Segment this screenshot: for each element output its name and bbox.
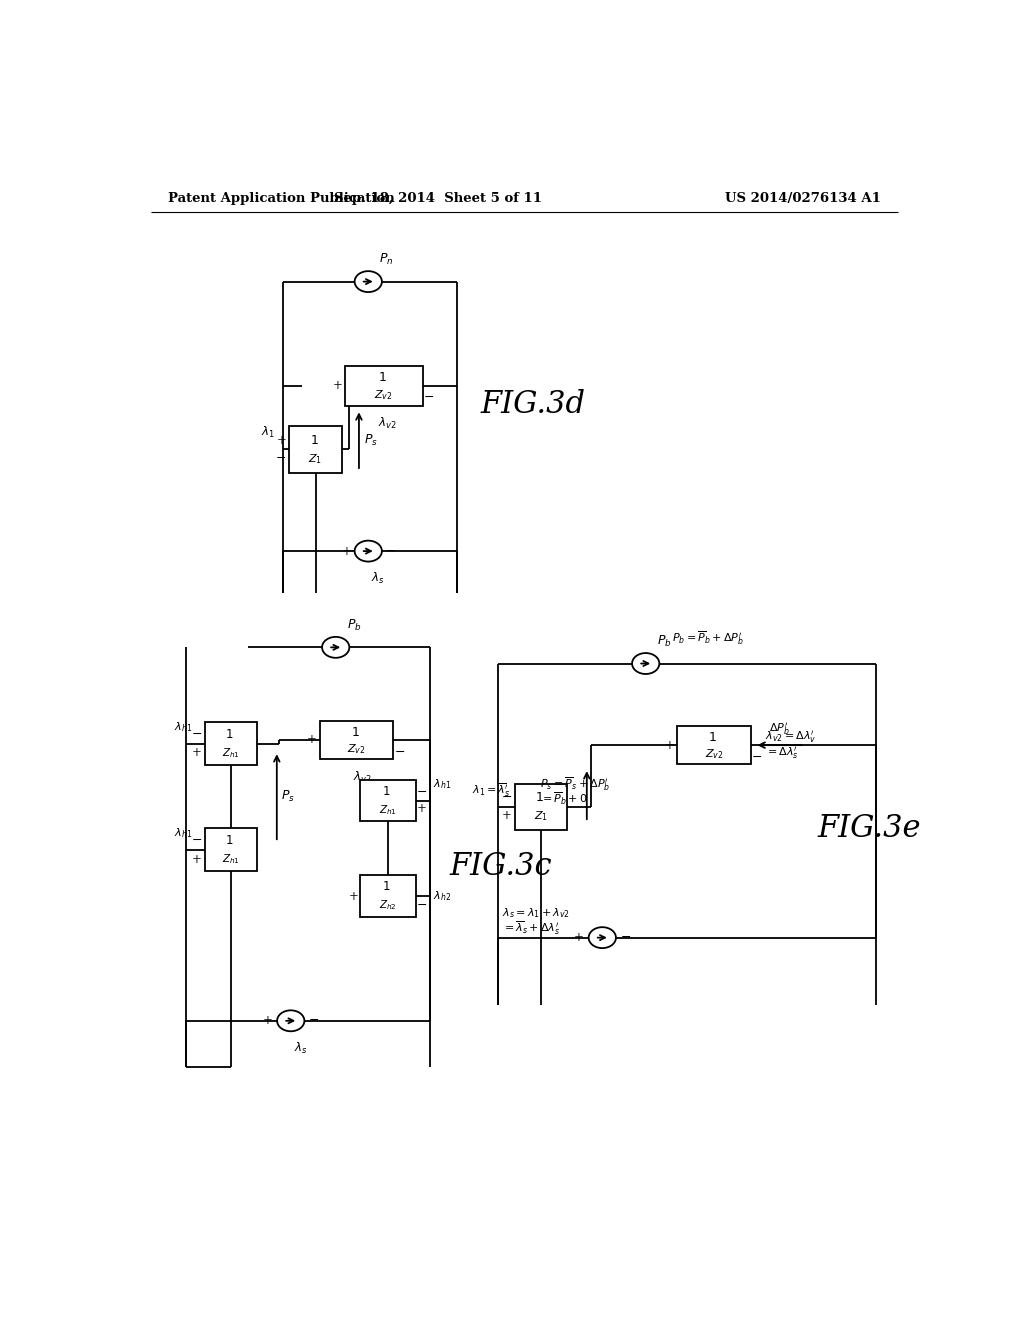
- Bar: [289, 426, 342, 473]
- Text: $1$: $1$: [350, 726, 359, 739]
- Text: $P_s$: $P_s$: [282, 789, 295, 804]
- Text: $Z_1$: $Z_1$: [535, 809, 548, 822]
- Text: −: −: [191, 834, 202, 847]
- Ellipse shape: [354, 541, 382, 561]
- Text: +: +: [193, 746, 202, 759]
- Text: +: +: [307, 733, 317, 746]
- Text: +: +: [348, 890, 358, 903]
- Text: $P_s$: $P_s$: [365, 433, 378, 447]
- Text: $1$: $1$: [708, 731, 717, 744]
- Text: −: −: [276, 453, 287, 465]
- Text: $P_b = \overline{P}_b + \Delta P_b^{\prime}$: $P_b = \overline{P}_b + \Delta P_b^{\pri…: [672, 628, 744, 647]
- Ellipse shape: [589, 927, 616, 948]
- Text: US 2014/0276134 A1: US 2014/0276134 A1: [725, 191, 882, 205]
- Text: $Z_1$: $Z_1$: [308, 451, 323, 466]
- Text: +: +: [193, 853, 202, 866]
- Text: +: +: [342, 545, 351, 557]
- Bar: [345, 366, 423, 405]
- Text: $= \Delta\lambda_s^{\prime}$: $= \Delta\lambda_s^{\prime}$: [765, 744, 799, 760]
- Bar: [359, 780, 416, 821]
- Text: $\lambda_{h1}$: $\lambda_{h1}$: [174, 826, 193, 840]
- Text: −: −: [191, 727, 202, 741]
- Text: $1$: $1$: [378, 371, 387, 384]
- Bar: [677, 726, 751, 764]
- Bar: [205, 722, 257, 766]
- Text: $Z_{v2}$: $Z_{v2}$: [347, 742, 366, 756]
- Text: $\lambda_{v2}$: $\lambda_{v2}$: [378, 416, 396, 432]
- Text: $\lambda_1 = \overline{\lambda}_s^{\prime}$: $\lambda_1 = \overline{\lambda}_s^{\prim…: [472, 781, 511, 799]
- Text: −: −: [752, 751, 762, 764]
- Text: −: −: [424, 391, 434, 404]
- Text: $Z_{h1}$: $Z_{h1}$: [222, 853, 240, 866]
- Text: $P_s = \overline{P}_s + \Delta P_b^{\prime}$: $P_s = \overline{P}_s + \Delta P_b^{\pri…: [541, 775, 610, 792]
- Text: +: +: [502, 809, 512, 822]
- Text: $1$: $1$: [309, 434, 318, 446]
- Text: −: −: [502, 791, 512, 804]
- Text: $1$: $1$: [536, 791, 544, 804]
- Text: −: −: [621, 931, 631, 944]
- Text: $Z_{h2}$: $Z_{h2}$: [379, 899, 396, 912]
- Text: +: +: [333, 379, 342, 392]
- Text: $\lambda_{v2}$: $\lambda_{v2}$: [352, 770, 372, 785]
- Text: −: −: [309, 1014, 319, 1027]
- Text: +: +: [665, 739, 674, 751]
- Text: $= \overline{\lambda}_s + \Delta\lambda_s^{\prime}$: $= \overline{\lambda}_s + \Delta\lambda_…: [503, 920, 561, 937]
- Ellipse shape: [632, 653, 659, 675]
- Bar: [319, 721, 393, 759]
- Text: $\Delta P_b^{\prime}$: $\Delta P_b^{\prime}$: [769, 722, 791, 738]
- Text: +: +: [276, 434, 287, 446]
- Text: FIG.3c: FIG.3c: [450, 851, 552, 882]
- Ellipse shape: [278, 1010, 304, 1031]
- Text: $\lambda_{v2} = \Delta\lambda_v^{\prime}$: $\lambda_{v2} = \Delta\lambda_v^{\prime}…: [765, 730, 816, 746]
- Text: −: −: [417, 899, 427, 912]
- Text: −: −: [385, 545, 395, 557]
- Text: $\lambda_s$: $\lambda_s$: [294, 1040, 307, 1056]
- Text: +: +: [417, 801, 427, 814]
- Bar: [205, 829, 257, 871]
- Text: $\lambda_1$: $\lambda_1$: [260, 425, 274, 440]
- Text: $\lambda_{h1}$: $\lambda_{h1}$: [432, 776, 451, 791]
- Text: FIG.3e: FIG.3e: [818, 813, 922, 843]
- Text: Sep. 18, 2014  Sheet 5 of 11: Sep. 18, 2014 Sheet 5 of 11: [334, 191, 542, 205]
- Text: $P_b$: $P_b$: [346, 618, 361, 632]
- Text: $1$: $1$: [382, 785, 390, 797]
- Text: $\lambda_s$: $\lambda_s$: [372, 572, 385, 586]
- Text: +: +: [262, 1014, 272, 1027]
- Text: $1$: $1$: [382, 880, 390, 894]
- Text: $Z_{v2}$: $Z_{v2}$: [375, 388, 393, 401]
- Text: Patent Application Publication: Patent Application Publication: [168, 191, 395, 205]
- Text: $P_b$: $P_b$: [656, 634, 671, 649]
- Text: $1$: $1$: [225, 834, 233, 847]
- Text: FIG.3d: FIG.3d: [480, 389, 586, 420]
- Text: $\lambda_{h2}$: $\lambda_{h2}$: [432, 890, 451, 903]
- Ellipse shape: [323, 636, 349, 657]
- Text: +: +: [574, 931, 584, 944]
- Text: $= \overline{P}_b + 0$: $= \overline{P}_b + 0$: [541, 791, 588, 808]
- Bar: [515, 784, 567, 830]
- Text: $\lambda_s = \lambda_1 + \lambda_{v2}$: $\lambda_s = \lambda_1 + \lambda_{v2}$: [503, 906, 570, 920]
- Text: $1$: $1$: [225, 727, 233, 741]
- Text: $\lambda_{h1}$: $\lambda_{h1}$: [174, 719, 193, 734]
- Text: $Z_{h1}$: $Z_{h1}$: [379, 803, 396, 817]
- Text: $Z_{h1}$: $Z_{h1}$: [222, 746, 240, 760]
- Ellipse shape: [354, 271, 382, 292]
- Text: −: −: [394, 746, 404, 759]
- Bar: [359, 875, 416, 917]
- Text: $Z_{v2}$: $Z_{v2}$: [705, 747, 723, 762]
- Text: $P_n$: $P_n$: [379, 252, 393, 267]
- Text: −: −: [417, 787, 427, 800]
